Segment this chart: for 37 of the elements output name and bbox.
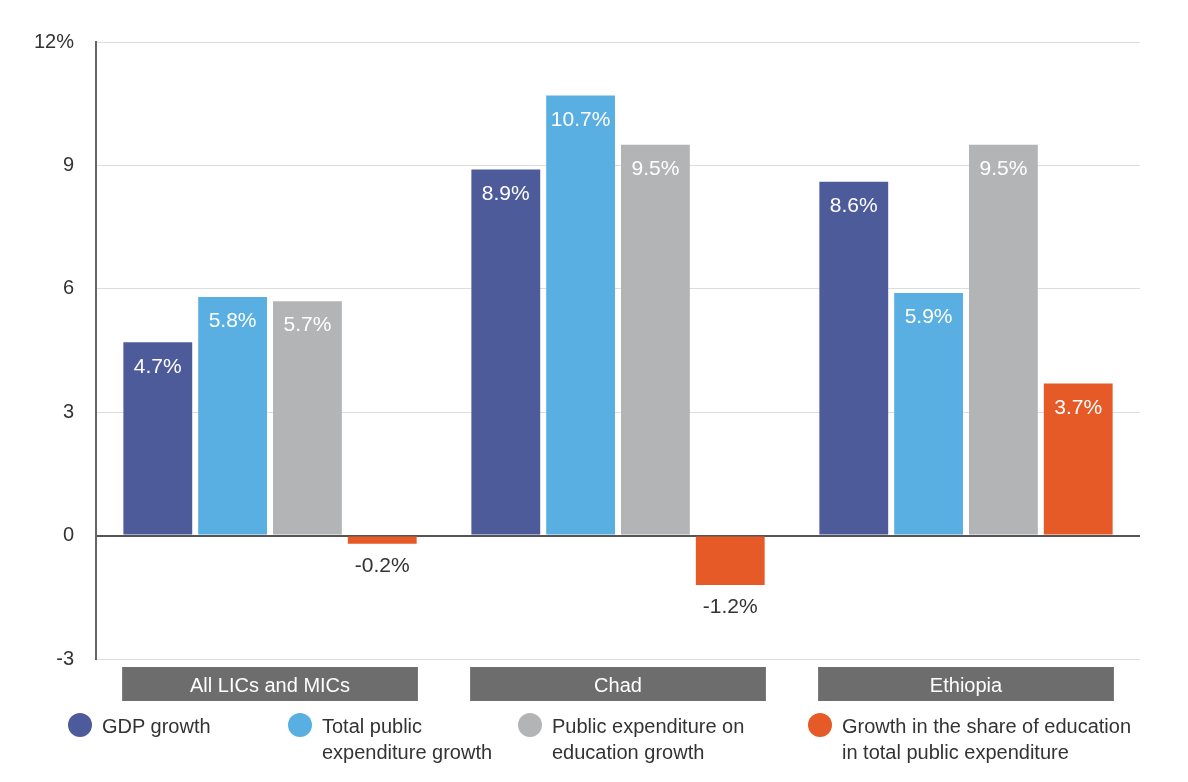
bar bbox=[273, 301, 342, 535]
y-tick-label: 9 bbox=[62, 152, 75, 175]
bar bbox=[123, 342, 193, 535]
x-tick-label: Ethiopia bbox=[929, 673, 1004, 696]
bar bbox=[471, 169, 541, 535]
bar bbox=[621, 144, 690, 535]
legend-label: Total public expenditure growth bbox=[322, 714, 494, 765]
legend-label: Growth in the share of education in total public expenditure bbox=[842, 714, 1133, 765]
text: -1.2% bbox=[702, 594, 758, 618]
text: 5.9% bbox=[904, 304, 953, 328]
bar bbox=[819, 181, 889, 535]
legend-label: GDP growth bbox=[102, 714, 211, 739]
bar bbox=[546, 95, 616, 535]
y-tick-label: 3 bbox=[62, 399, 75, 422]
bar bbox=[198, 297, 268, 535]
text: 3.7% bbox=[1054, 394, 1103, 418]
text: 9.5% bbox=[979, 156, 1028, 180]
bar bbox=[347, 536, 417, 544]
x-tick-label: All LICs and MICs bbox=[189, 673, 351, 696]
bar bbox=[894, 292, 964, 535]
bar bbox=[1043, 383, 1113, 535]
text: 5.7% bbox=[283, 312, 332, 336]
text: 8.6% bbox=[829, 193, 878, 217]
text: 8.9% bbox=[481, 180, 530, 204]
legend-label: Public expenditure on education growth bbox=[552, 714, 746, 765]
text: -0.2% bbox=[354, 553, 410, 577]
text: 4.7% bbox=[133, 353, 182, 377]
bar bbox=[695, 536, 765, 585]
bar bbox=[969, 144, 1038, 535]
text: 10.7% bbox=[550, 106, 611, 130]
y-tick-label: 12% bbox=[34, 29, 75, 52]
y-tick-label: 0 bbox=[62, 523, 75, 546]
y-tick-label: -3 bbox=[56, 646, 75, 669]
text: 9.5% bbox=[631, 156, 680, 180]
y-tick-label: 6 bbox=[62, 276, 75, 299]
text: 5.8% bbox=[208, 308, 257, 332]
x-tick-label: Chad bbox=[594, 673, 642, 696]
